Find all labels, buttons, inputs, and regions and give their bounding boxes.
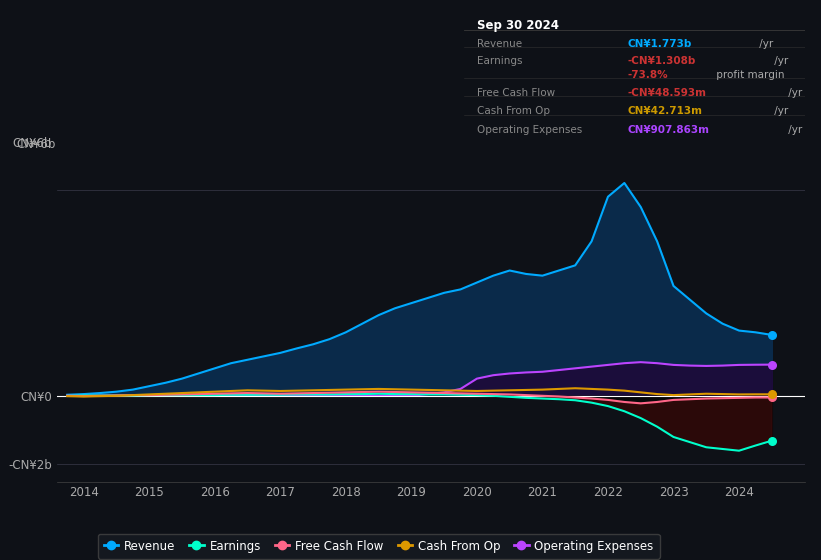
Text: Sep 30 2024: Sep 30 2024 [478, 20, 559, 32]
Text: /yr: /yr [756, 39, 773, 49]
Point [765, 436, 778, 445]
Point [765, 330, 778, 339]
Text: CN¥42.713m: CN¥42.713m [627, 106, 703, 116]
Text: Free Cash Flow: Free Cash Flow [478, 88, 556, 98]
Text: Earnings: Earnings [478, 57, 523, 67]
Text: CN¥6b: CN¥6b [16, 138, 56, 151]
Text: Operating Expenses: Operating Expenses [478, 125, 583, 135]
Text: /yr: /yr [785, 125, 802, 135]
Text: /yr: /yr [770, 57, 788, 67]
Text: /yr: /yr [770, 106, 788, 116]
Text: CN¥6b: CN¥6b [12, 137, 52, 150]
Text: CN¥907.863m: CN¥907.863m [627, 125, 709, 135]
Text: Cash From Op: Cash From Op [478, 106, 551, 116]
Text: -73.8%: -73.8% [627, 70, 668, 80]
Point [765, 390, 778, 399]
Text: /yr: /yr [785, 88, 802, 98]
Legend: Revenue, Earnings, Free Cash Flow, Cash From Op, Operating Expenses: Revenue, Earnings, Free Cash Flow, Cash … [98, 534, 659, 559]
Text: CN¥1.773b: CN¥1.773b [627, 39, 692, 49]
Text: -CN¥48.593m: -CN¥48.593m [627, 88, 706, 98]
Text: Revenue: Revenue [478, 39, 523, 49]
Text: profit margin: profit margin [713, 70, 785, 80]
Point [765, 393, 778, 402]
Point [765, 360, 778, 369]
Text: -CN¥1.308b: -CN¥1.308b [627, 57, 695, 67]
